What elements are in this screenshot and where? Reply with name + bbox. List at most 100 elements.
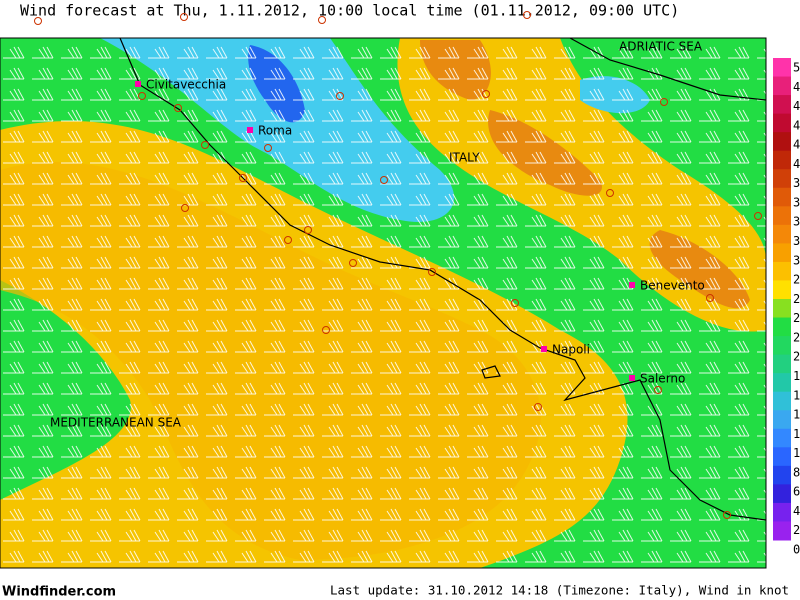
color-step [773, 243, 791, 263]
color-step [773, 113, 791, 133]
legend-label: 48 [793, 80, 800, 94]
city-marker [629, 375, 635, 381]
title: Wind forecast at Thu, 1.11.2012, 10:00 l… [20, 2, 679, 20]
legend-label: 46 [793, 99, 800, 113]
legend-label: 4 [793, 504, 800, 518]
coastline [119, 38, 766, 521]
legend-label: 18 [793, 369, 800, 383]
station [138, 92, 146, 100]
station [380, 176, 388, 184]
station [654, 386, 662, 394]
legend-label: 22 [793, 330, 800, 344]
legend-label: 34 [793, 215, 800, 229]
station [34, 17, 42, 25]
city-marker [629, 282, 635, 288]
legend-label: 40 [793, 157, 800, 171]
legend-label: 8 [793, 465, 800, 479]
station [754, 212, 762, 220]
color-step [773, 187, 791, 207]
color-step [773, 317, 791, 337]
color-step [773, 391, 791, 411]
legend-label: 28 [793, 273, 800, 287]
sea-label: ADRIATIC SEA [619, 40, 703, 54]
city-label: Napoli [552, 343, 590, 357]
station [534, 403, 542, 411]
station [304, 226, 312, 234]
color-step [773, 132, 791, 152]
station [706, 294, 714, 302]
station [284, 236, 292, 244]
color-step [773, 76, 791, 96]
station [349, 259, 357, 267]
brand: Windfinder.com [2, 585, 116, 600]
update-info: Last update: 31.10.2012 14:18 (Timezone:… [330, 583, 789, 598]
city-marker [135, 81, 141, 87]
map [0, 38, 766, 568]
color-step [773, 224, 791, 244]
legend-label: 16 [793, 388, 800, 402]
station [318, 16, 326, 24]
legend-label: 38 [793, 176, 800, 190]
station [723, 511, 731, 519]
legend-label: 2 [793, 523, 800, 537]
legend-label: 20 [793, 350, 800, 364]
color-step [773, 206, 791, 226]
color-step [773, 447, 791, 467]
color-step [773, 521, 791, 541]
legend-label: 12 [793, 427, 800, 441]
station [660, 98, 668, 106]
station [239, 174, 247, 182]
station [181, 204, 189, 212]
city-label: Civitavecchia [146, 78, 226, 92]
legend-label: 10 [793, 446, 800, 460]
wind-barbs [0, 38, 766, 568]
color-step [773, 336, 791, 356]
country-label: ITALY [449, 151, 480, 165]
legend-label: 26 [793, 292, 800, 306]
legend-label: 14 [793, 408, 800, 422]
legend: 5048464442403836343230282624222018161412… [773, 58, 800, 557]
legend-label: 50 [793, 61, 800, 75]
color-step [773, 484, 791, 504]
city-label: Benevento [640, 279, 705, 293]
city-marker [247, 127, 253, 133]
color-step [773, 169, 791, 189]
color-step [773, 428, 791, 448]
color-step [773, 502, 791, 522]
legend-label: 30 [793, 253, 800, 267]
legend-label: 6 [793, 485, 800, 499]
station [180, 13, 188, 21]
station [322, 326, 330, 334]
city-marker [541, 346, 547, 352]
color-step [773, 410, 791, 430]
color-step [773, 373, 791, 393]
legend-label: 36 [793, 195, 800, 209]
legend-label: 44 [793, 118, 800, 132]
station [511, 299, 519, 307]
station [523, 11, 531, 19]
station [482, 90, 490, 98]
legend-label: 42 [793, 138, 800, 152]
station [606, 189, 614, 197]
city-label: Salerno [640, 372, 685, 386]
station [201, 141, 209, 149]
color-step [773, 354, 791, 374]
color-step [773, 261, 791, 281]
color-step [773, 150, 791, 170]
station [174, 104, 182, 112]
legend-label: 0 [793, 543, 800, 557]
station [336, 92, 344, 100]
sea-label: MEDITERRANEAN SEA [50, 416, 182, 430]
color-step [773, 280, 791, 300]
color-step [773, 465, 791, 485]
legend-label: 24 [793, 311, 800, 325]
map-frame [0, 37, 767, 569]
station [264, 144, 272, 152]
color-step [773, 58, 791, 78]
color-step [773, 95, 791, 115]
city-label: Roma [258, 124, 292, 138]
color-step [773, 299, 791, 319]
legend-label: 32 [793, 234, 800, 248]
